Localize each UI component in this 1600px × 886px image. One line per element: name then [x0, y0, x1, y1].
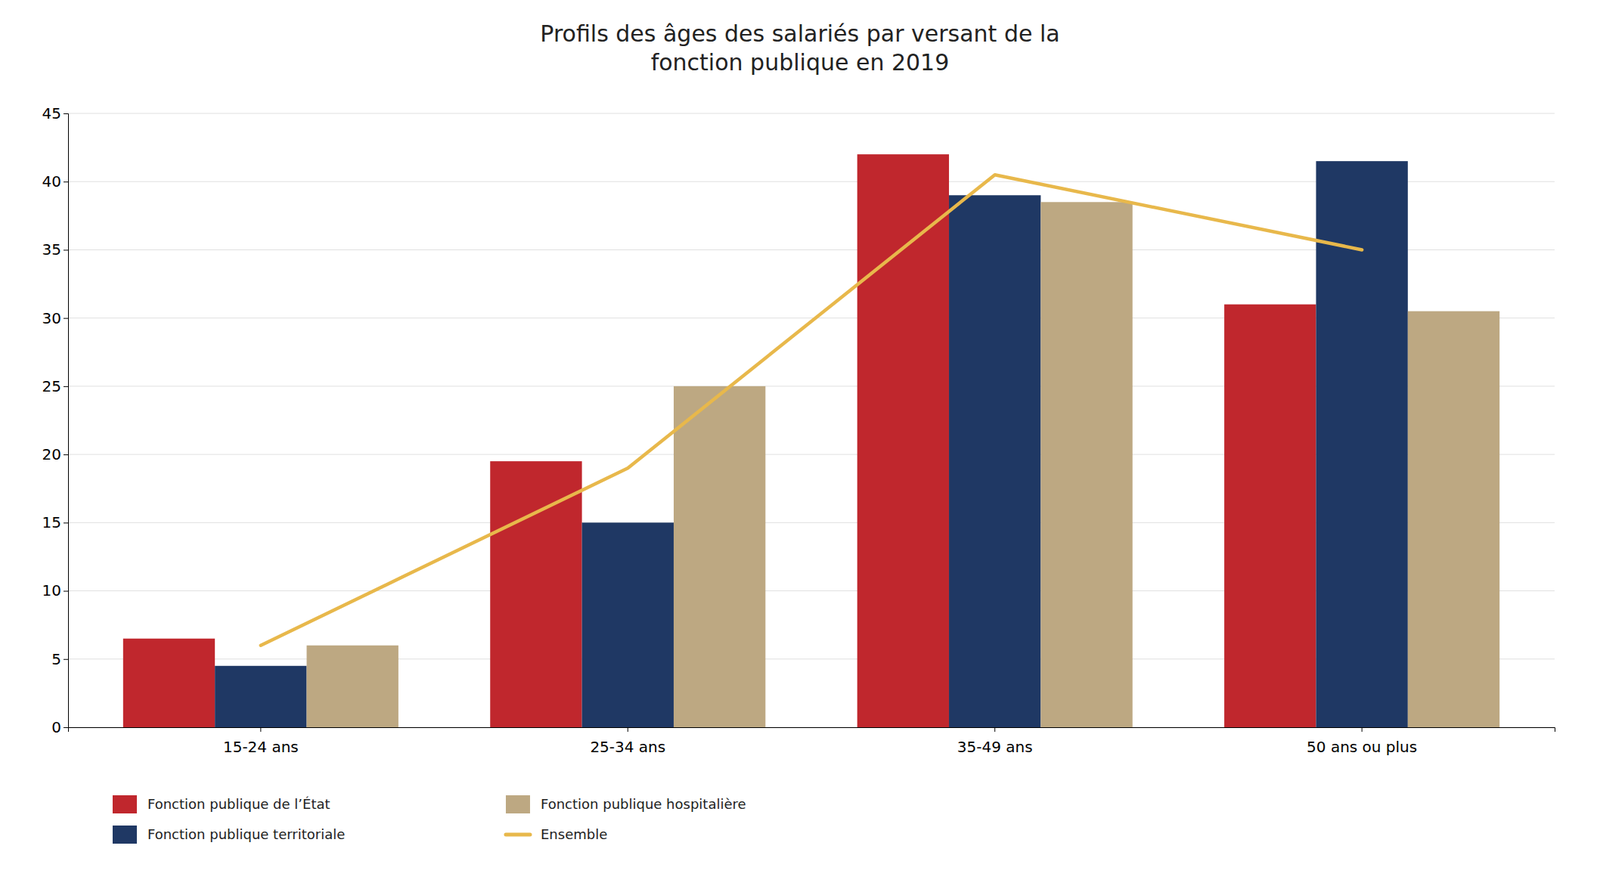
y-tick: 15 [42, 513, 69, 532]
y-tick: 20 [42, 445, 69, 464]
line [260, 174, 1362, 646]
bar [306, 645, 399, 728]
bar [214, 666, 307, 728]
x-tick-mark [1361, 727, 1363, 732]
plot: 0 5 10 15 20 25 30 35 40 45 15-24 ans 25-34 ans 35-4… [42, 104, 1556, 757]
y-tick-mark [63, 249, 69, 251]
y-tick-mark [63, 522, 69, 524]
y-axis-line [63, 114, 69, 729]
marks [123, 154, 1500, 728]
y-tick: 10 [42, 581, 69, 600]
grid-line [68, 113, 1555, 115]
bar [673, 386, 766, 728]
y-tick-label: 10 [42, 581, 62, 600]
grid [68, 113, 1555, 728]
y-axis: 0 5 10 15 20 25 30 35 40 45 [42, 104, 69, 737]
y-tick-mark [63, 113, 69, 115]
y-tick-mark [63, 181, 69, 183]
x-axis: 15-24 ans 25-34 ans 35-49 ans 50 ans ou plu… [68, 727, 1556, 757]
y-tick-label: 5 [51, 650, 62, 669]
x-axis-line [68, 728, 1556, 733]
bar [1040, 201, 1132, 728]
y-tick: 35 [42, 240, 69, 259]
x-tick-mark [260, 727, 261, 732]
x-tick-mark [627, 727, 629, 732]
bar [1407, 311, 1500, 728]
y-tick-label: 15 [42, 513, 62, 532]
legend-label: Fonction publique territoriale [147, 826, 345, 843]
legend-item: Fonction publique hospitalière [505, 795, 747, 814]
y-tick-label: 40 [42, 172, 62, 191]
legend-item: Ensemble [505, 826, 608, 843]
y-tick: 5 [51, 650, 69, 669]
x-tick: 15-24 ans [223, 727, 299, 757]
title: Profils des âges des salariés par versan… [539, 20, 1060, 76]
bar [857, 154, 949, 728]
bar [1224, 304, 1316, 728]
y-tick-label: 30 [42, 309, 62, 328]
y-tick: 45 [42, 104, 69, 123]
y-tick-label: 25 [42, 377, 62, 396]
bar-series [123, 154, 1317, 728]
bar [1315, 161, 1408, 728]
y-tick: 25 [42, 377, 69, 396]
y-tick: 0 [51, 718, 69, 737]
y-tick-label: 0 [51, 718, 62, 737]
bar-series [306, 201, 1501, 728]
legend-label: Ensemble [540, 826, 608, 843]
x-tick-label: 25-34 ans [589, 737, 666, 757]
bar [948, 195, 1041, 728]
y-tick: 40 [42, 172, 69, 191]
legend: Fonction publique de l’État Fonction publ… [112, 795, 747, 844]
legend-item: Fonction publique de l’État [112, 795, 331, 814]
title-line: fonction publique en 2019 [651, 49, 950, 76]
legend-label: Fonction publique de l’État [147, 796, 331, 813]
bar [489, 461, 582, 728]
y-tick-mark [63, 727, 69, 729]
bar [582, 522, 674, 728]
y-tick-label: 20 [42, 445, 62, 464]
y-tick-label: 35 [42, 240, 62, 259]
bar [123, 638, 215, 728]
y-tick-mark [63, 386, 69, 388]
x-tick: 25-34 ans [589, 727, 666, 757]
x-tick-label: 50 ans ou plus [1306, 737, 1418, 757]
x-tick: 35-49 ans [957, 727, 1033, 757]
chart: Profils des âges des salariés par versan… [0, 0, 1600, 886]
y-tick-label: 45 [42, 104, 62, 123]
title-line: Profils des âges des salariés par versan… [539, 20, 1060, 47]
legend-item: Fonction publique territoriale [112, 825, 345, 844]
legend-swatch [112, 795, 137, 814]
y-tick-mark [63, 454, 69, 456]
x-tick: 50 ans ou plus [1306, 727, 1418, 757]
bar-series [214, 161, 1408, 728]
y-tick-mark [63, 318, 69, 320]
x-tick-mark [994, 727, 996, 732]
x-tick-label: 35-49 ans [957, 737, 1033, 757]
legend-label: Fonction publique hospitalière [540, 796, 747, 813]
y-tick: 30 [42, 309, 69, 328]
legend-swatch [112, 825, 137, 844]
y-tick-mark [63, 591, 69, 593]
legend-swatch [505, 795, 531, 814]
legend-swatch [505, 833, 531, 838]
y-tick-mark [63, 659, 69, 661]
x-tick-label: 15-24 ans [223, 737, 299, 757]
